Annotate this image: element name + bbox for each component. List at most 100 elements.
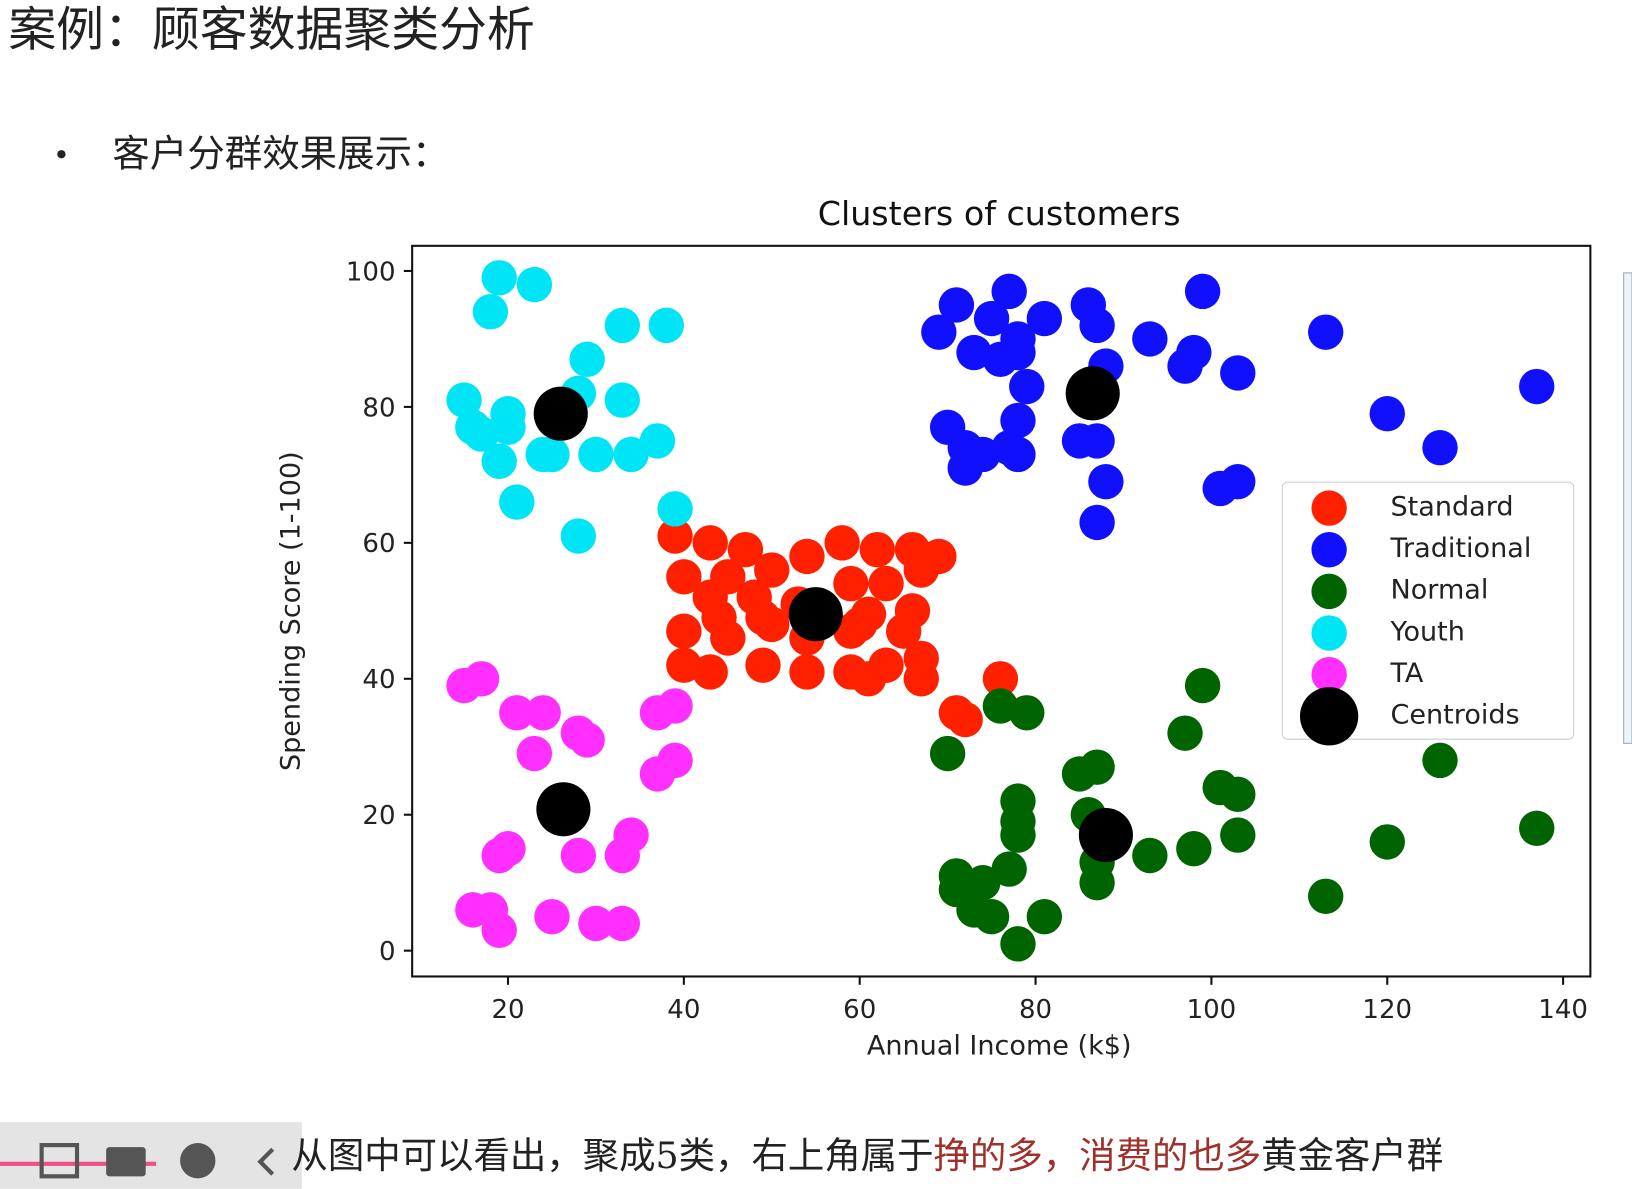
point [903, 552, 939, 588]
point [578, 436, 614, 473]
legend-marker [1311, 490, 1347, 526]
point [868, 565, 904, 602]
point [1308, 314, 1344, 350]
point [859, 531, 895, 568]
point [560, 518, 597, 554]
point [657, 491, 693, 527]
caption-text: 黄金客户群 [1261, 1134, 1443, 1177]
point [1184, 273, 1221, 310]
camera-icon[interactable] [106, 1147, 146, 1177]
side-panel [1623, 272, 1632, 744]
point [1000, 402, 1036, 439]
centroid [1078, 808, 1133, 863]
bullet-text: 客户分群效果展示： [112, 132, 449, 176]
point [692, 654, 728, 690]
x-axis-label: Annual Income (k$) [867, 1031, 1132, 1062]
point [525, 695, 561, 731]
caption-emphasis: 挣的多，消费的也多 [934, 1134, 1262, 1177]
point [1220, 776, 1256, 813]
point [1220, 355, 1256, 391]
y-tick-label: 40 [362, 665, 395, 695]
point [499, 484, 535, 520]
legend-marker [1311, 615, 1347, 651]
point [560, 837, 597, 874]
point [446, 382, 482, 418]
point [727, 531, 764, 568]
point [1167, 348, 1203, 384]
point [833, 565, 869, 602]
point [1079, 504, 1115, 541]
point [639, 423, 676, 459]
plot-frame [411, 244, 1592, 978]
point [657, 688, 693, 724]
point [754, 552, 790, 588]
point [516, 735, 553, 772]
point [824, 525, 860, 561]
point [499, 695, 535, 731]
point [463, 416, 500, 452]
y-axis-label: Spending Score (1-100) [276, 451, 307, 771]
caption-text: 从图中可以看出，聚成5类，右上角属于 [291, 1134, 933, 1177]
point [692, 525, 728, 561]
point [1026, 300, 1063, 337]
point [1176, 831, 1212, 867]
centroid [536, 782, 591, 837]
x-tick-label: 40 [667, 995, 700, 1025]
point [604, 837, 640, 874]
point [569, 341, 605, 378]
point [1132, 321, 1168, 357]
y-tick-label: 60 [362, 529, 395, 559]
more-icon[interactable] [180, 1143, 216, 1179]
x-tick-label: 140 [1538, 995, 1588, 1025]
y-tick-label: 0 [379, 937, 396, 967]
legend-label: Centroids [1391, 700, 1520, 731]
player-toolbar [0, 1122, 302, 1189]
point [789, 538, 825, 575]
point [481, 837, 517, 874]
point [982, 661, 1019, 697]
point [1308, 878, 1344, 914]
point [789, 654, 825, 690]
point [534, 898, 570, 935]
point [1184, 667, 1221, 704]
point [1132, 837, 1168, 874]
point [947, 450, 983, 486]
y-tick-label: 20 [362, 801, 395, 831]
bullet-dot [57, 150, 66, 159]
point [516, 266, 553, 303]
y-tick-label: 80 [362, 393, 395, 423]
x-tick-label: 60 [843, 995, 876, 1025]
x-tick-label: 120 [1362, 995, 1412, 1025]
point [666, 613, 702, 649]
point [938, 287, 975, 323]
point [1519, 368, 1555, 405]
point [1009, 695, 1045, 731]
screenshot-icon[interactable] [39, 1143, 80, 1179]
chart-title: Clusters of customers [818, 194, 1181, 233]
point [991, 851, 1027, 887]
point [1220, 817, 1256, 853]
point [1519, 810, 1555, 847]
slide-title: 案例：顾客数据聚类分析 [8, 3, 534, 58]
x-tick-label: 100 [1187, 995, 1237, 1025]
point [710, 620, 746, 656]
point [1422, 742, 1458, 779]
legend-label: Youth [1390, 616, 1465, 647]
collapse-icon[interactable] [257, 1147, 275, 1176]
point [472, 294, 509, 330]
legend: Standard Traditional Normal Youth TA Centroid… [1281, 481, 1575, 746]
point [1079, 864, 1115, 901]
point [1079, 749, 1115, 785]
point [754, 606, 790, 643]
point [1079, 307, 1115, 344]
point [1167, 715, 1203, 751]
centroid [788, 587, 843, 642]
point [745, 647, 781, 683]
point [903, 661, 939, 697]
point [929, 735, 966, 772]
point [534, 436, 570, 473]
point [604, 905, 640, 942]
point [569, 722, 605, 758]
